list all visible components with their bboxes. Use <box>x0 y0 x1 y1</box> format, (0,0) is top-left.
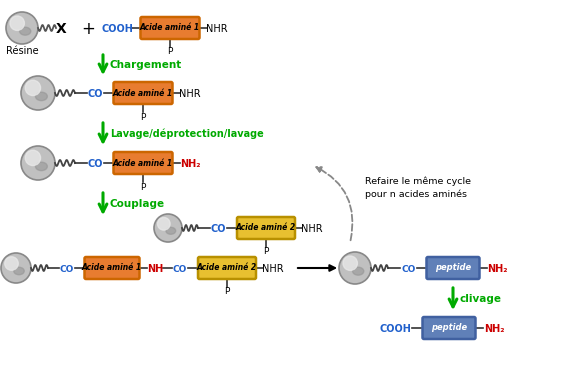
Text: NH₂: NH₂ <box>484 324 504 334</box>
Circle shape <box>10 16 24 30</box>
FancyBboxPatch shape <box>427 257 480 279</box>
Text: Chargement: Chargement <box>110 60 182 70</box>
Text: Acide aminé 2: Acide aminé 2 <box>197 264 257 272</box>
Ellipse shape <box>166 227 176 234</box>
Text: Acide aminé 1: Acide aminé 1 <box>113 88 173 98</box>
Text: NHR: NHR <box>301 224 323 234</box>
Text: CO: CO <box>87 159 103 169</box>
FancyBboxPatch shape <box>141 17 199 39</box>
FancyBboxPatch shape <box>114 82 172 104</box>
Text: NHR: NHR <box>179 89 201 99</box>
Text: CO: CO <box>87 89 103 99</box>
Text: Couplage: Couplage <box>110 199 165 209</box>
Circle shape <box>25 150 41 166</box>
Text: COOH: COOH <box>379 324 411 334</box>
Text: NHR: NHR <box>206 24 228 34</box>
Text: X: X <box>55 22 66 36</box>
Ellipse shape <box>20 27 31 35</box>
Text: CO: CO <box>210 224 226 234</box>
Text: NH₂: NH₂ <box>180 159 200 169</box>
Text: Refaire le même cycle
pour n acides aminés: Refaire le même cycle pour n acides amin… <box>365 177 471 199</box>
Text: Acide aminé 1: Acide aminé 1 <box>140 24 200 32</box>
Text: Lavage/déprotection/lavage: Lavage/déprotection/lavage <box>110 129 264 139</box>
Text: Acide aminé 1: Acide aminé 1 <box>113 158 173 168</box>
FancyBboxPatch shape <box>423 317 476 339</box>
Ellipse shape <box>353 267 364 275</box>
Circle shape <box>154 214 182 242</box>
FancyBboxPatch shape <box>198 257 256 279</box>
Text: Acide aminé 2: Acide aminé 2 <box>236 224 296 232</box>
Text: P: P <box>140 112 146 122</box>
Text: clivage: clivage <box>460 294 502 304</box>
Circle shape <box>6 12 38 44</box>
Ellipse shape <box>36 162 47 171</box>
Text: CO: CO <box>60 264 74 274</box>
Text: Résine: Résine <box>6 46 38 56</box>
Circle shape <box>25 80 41 96</box>
Ellipse shape <box>14 267 24 275</box>
Ellipse shape <box>36 92 47 101</box>
Text: +: + <box>81 20 95 38</box>
FancyBboxPatch shape <box>237 217 295 239</box>
Text: peptide: peptide <box>435 264 471 272</box>
Circle shape <box>158 218 170 230</box>
Text: Acide aminé 1: Acide aminé 1 <box>82 264 142 272</box>
Text: CO: CO <box>173 264 187 274</box>
Text: P: P <box>224 288 230 296</box>
Text: NH₂: NH₂ <box>487 264 507 274</box>
Circle shape <box>21 146 55 180</box>
Text: NHR: NHR <box>262 264 284 274</box>
Text: NH: NH <box>147 264 163 274</box>
Text: CO: CO <box>402 264 416 274</box>
FancyBboxPatch shape <box>85 257 140 279</box>
Circle shape <box>5 257 18 270</box>
Text: P: P <box>140 182 146 192</box>
Circle shape <box>1 253 31 283</box>
Circle shape <box>339 252 371 284</box>
FancyBboxPatch shape <box>114 152 172 174</box>
Text: peptide: peptide <box>431 323 467 333</box>
Text: P: P <box>167 48 173 56</box>
Text: COOH: COOH <box>101 24 133 34</box>
Circle shape <box>343 256 358 271</box>
FancyArrowPatch shape <box>316 167 353 240</box>
Circle shape <box>21 76 55 110</box>
Text: P: P <box>263 248 269 256</box>
